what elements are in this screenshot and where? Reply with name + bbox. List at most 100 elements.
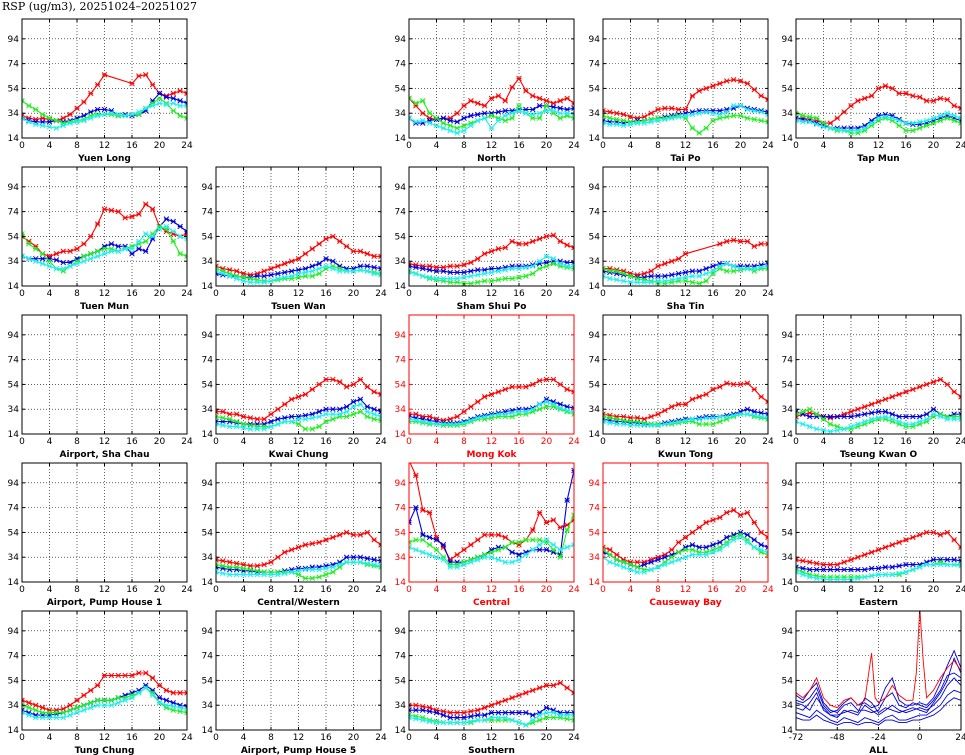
x-tick-label: 8 — [655, 289, 661, 299]
point-cyan — [796, 569, 799, 575]
x-tick-label: 0 — [19, 733, 25, 743]
point-cyan — [516, 408, 522, 415]
x-tick-label: 20 — [735, 585, 747, 595]
point-cyan — [516, 719, 522, 726]
point-green — [571, 265, 574, 272]
point-green — [419, 714, 426, 721]
point-green — [233, 564, 240, 570]
point-red — [509, 238, 515, 245]
point-cyan — [620, 122, 627, 129]
point-cyan — [543, 537, 550, 543]
point-red — [668, 258, 675, 264]
point-cyan — [502, 112, 509, 119]
x-tick-label: 20 — [541, 141, 553, 151]
point-cyan — [944, 561, 951, 568]
plot-frame — [21, 314, 188, 435]
point-cyan — [509, 410, 515, 416]
point-cyan — [426, 274, 433, 281]
x-tick-label: 0 — [600, 585, 606, 595]
point-red — [737, 512, 744, 518]
point-red — [233, 268, 240, 274]
point-red — [668, 547, 675, 553]
x-tick-label: 12 — [486, 733, 497, 743]
point-green — [796, 566, 799, 573]
point-blue — [163, 94, 170, 100]
point-blue — [39, 255, 46, 262]
x-tick-label: 4 — [628, 585, 634, 595]
point-cyan — [758, 264, 764, 271]
point-blue — [944, 556, 951, 563]
point-cyan — [336, 561, 343, 568]
point-cyan — [603, 273, 606, 279]
point-cyan — [806, 423, 813, 430]
point-blue — [543, 547, 550, 553]
y-tick-label: 34 — [589, 109, 601, 119]
point-cyan — [603, 120, 606, 126]
point-cyan — [474, 415, 481, 421]
y-tick-label: 74 — [395, 652, 407, 662]
point-red — [682, 534, 689, 541]
point-cyan — [841, 426, 847, 432]
point-green — [557, 554, 564, 560]
point-green — [357, 408, 364, 415]
point-cyan — [67, 263, 73, 269]
point-red — [87, 90, 94, 97]
point-blue — [744, 263, 751, 269]
point-cyan — [730, 103, 737, 109]
point-cyan — [910, 120, 916, 126]
point-red — [529, 238, 536, 245]
point-green — [603, 547, 606, 553]
station-label: Causeway Bay — [649, 598, 721, 608]
point-red — [730, 381, 737, 388]
y-tick-label: 94 — [782, 35, 794, 45]
point-cyan — [958, 416, 961, 422]
point-red — [108, 672, 115, 679]
x-tick-label: 12 — [293, 585, 304, 595]
point-red — [39, 704, 46, 711]
point-cyan — [796, 418, 799, 425]
point-blue — [682, 269, 689, 276]
point-cyan — [668, 115, 675, 121]
point-green — [800, 112, 806, 119]
point-green — [177, 112, 183, 119]
point-green — [233, 418, 240, 425]
point-cyan — [468, 273, 474, 279]
point-green — [495, 277, 502, 283]
point-cyan — [536, 258, 543, 264]
point-cyan — [648, 279, 654, 286]
x-tick-label: 4 — [434, 733, 440, 743]
point-green — [737, 112, 744, 119]
y-tick-label: 74 — [395, 208, 407, 218]
point-green — [675, 549, 682, 556]
point-cyan — [336, 411, 343, 417]
point-red — [536, 377, 543, 384]
point-cyan — [323, 263, 329, 269]
point-red — [433, 416, 440, 422]
x-tick-label: 12 — [680, 585, 691, 595]
point-red — [136, 670, 142, 676]
point-blue — [461, 714, 467, 721]
point-cyan — [806, 574, 813, 580]
point-green — [806, 114, 813, 120]
x-tick-label: 24 — [181, 289, 193, 299]
point-cyan — [723, 413, 730, 420]
point-blue — [495, 109, 502, 115]
point-red — [861, 403, 868, 410]
point-green — [620, 559, 627, 565]
point-cyan — [502, 267, 509, 273]
point-green — [108, 246, 115, 252]
point-cyan — [350, 403, 357, 410]
point-blue — [156, 695, 163, 701]
series-line-cyan — [22, 225, 187, 270]
point-red — [523, 88, 529, 94]
x-tick-label: 12 — [293, 437, 304, 447]
point-green — [689, 125, 696, 131]
point-red — [502, 98, 509, 104]
x-tick-label: 0 — [19, 289, 25, 299]
point-green — [433, 547, 440, 553]
series-line-blue — [796, 689, 961, 724]
point-cyan — [468, 417, 474, 424]
y-tick-label: 14 — [8, 282, 20, 292]
point-green — [550, 547, 557, 553]
point-blue — [323, 563, 329, 569]
